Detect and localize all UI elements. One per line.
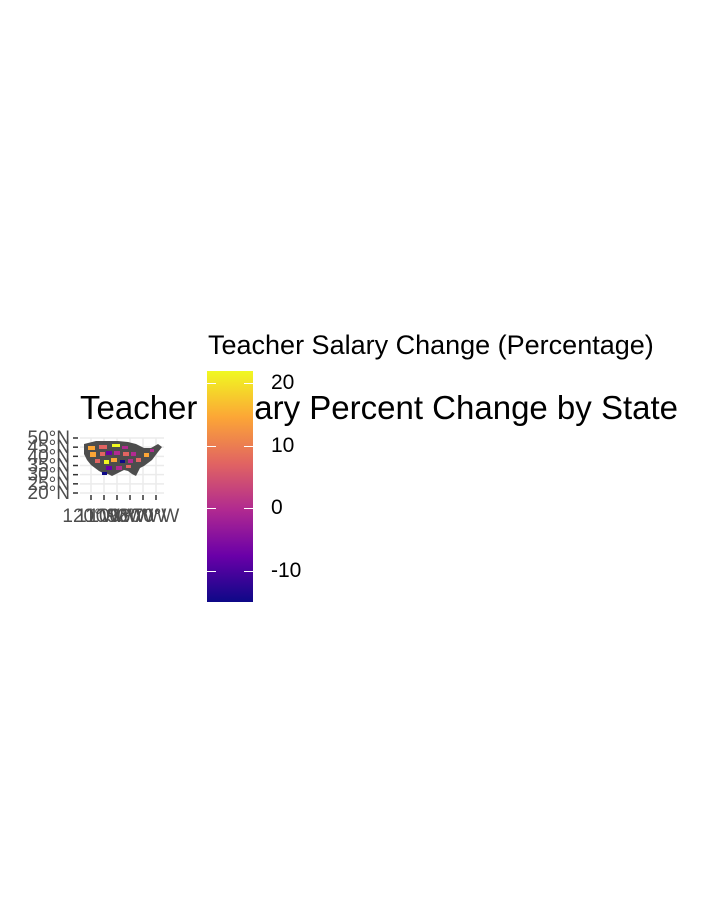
state-patch [90, 452, 96, 457]
state-patch [136, 458, 141, 462]
state-patch [88, 446, 95, 450]
state-patch [131, 452, 136, 456]
y-axis-tick-label: 25°N [28, 474, 70, 495]
x-axis-tick-label: 80°W [120, 506, 167, 527]
legend-tick-left [207, 445, 216, 447]
y-axis-tick-label: 35°N [28, 456, 70, 477]
state-patch [150, 449, 154, 452]
contiguous-us-shape [84, 441, 162, 476]
legend-tick-right [244, 383, 253, 385]
x-axis-tick-label: 120°W [62, 506, 119, 527]
legend-title: Teacher Salary Change (Percentage) [208, 330, 654, 360]
x-axis-tick-label: 70°W [133, 506, 180, 527]
state-patch [120, 460, 125, 463]
state-patch [112, 444, 120, 447]
state-patch [114, 451, 120, 455]
legend-tick-left [207, 383, 216, 385]
legend-tick-left [207, 508, 216, 510]
state-patch [99, 445, 107, 449]
y-axis-tick-label: 40°N [28, 446, 70, 467]
color-legend-bar [207, 371, 253, 602]
state-patch [122, 446, 128, 449]
legend-tick-right [244, 570, 253, 572]
state-patch [106, 466, 112, 470]
y-axis-tick-label: 20°N [28, 483, 70, 504]
state-patch [95, 459, 100, 463]
state-patch [116, 466, 122, 470]
y-axis-tick-label: 50°N [28, 428, 70, 449]
state-patch [100, 452, 105, 456]
state-fills [88, 444, 154, 475]
state-patch [102, 472, 107, 475]
chart-title: Teacher Salary Percent Change by State [80, 389, 679, 426]
state-patch [144, 453, 149, 457]
state-patch [128, 459, 133, 463]
legend-tick-label: 20 [271, 371, 295, 395]
state-patch [111, 458, 117, 462]
y-axis-ticks: 50°N45°N40°N35°N30°N25°N20°N [28, 428, 78, 504]
state-patch [126, 465, 131, 468]
legend-tick-left [207, 570, 216, 572]
legend-tick-right [244, 508, 253, 510]
state-patch [104, 460, 109, 464]
y-axis-tick-label: 45°N [28, 437, 70, 458]
x-axis-tick-label: 100°W [88, 506, 145, 527]
legend-tick-label: 10 [271, 433, 295, 457]
y-axis-tick-label: 30°N [28, 465, 70, 486]
x-axis-tick-label: 90°W [107, 506, 154, 527]
legend-tick-right [244, 445, 253, 447]
state-patch [123, 452, 129, 456]
legend-tick-label: 0 [271, 496, 283, 520]
state-patch [106, 451, 112, 455]
x-axis-tick-label: 110°W [76, 506, 132, 527]
legend-tick-label: -10 [271, 558, 302, 582]
us-land [84, 441, 162, 476]
